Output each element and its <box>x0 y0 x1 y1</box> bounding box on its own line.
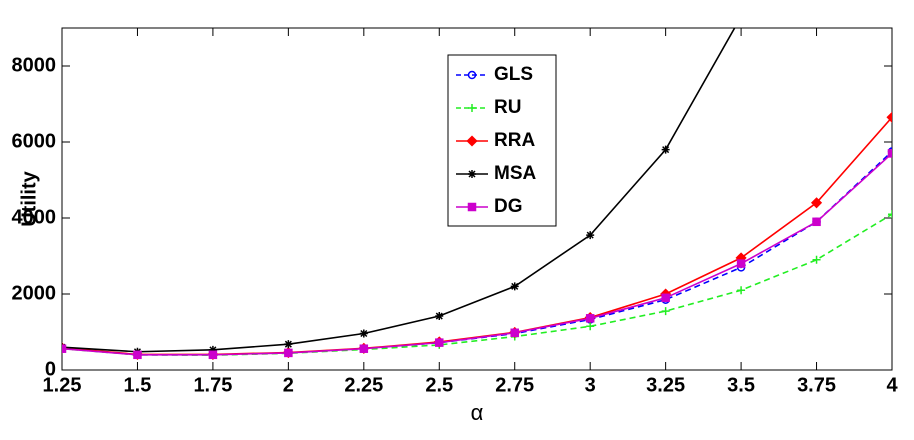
x-tick-label: 2.25 <box>344 374 383 396</box>
legend-marker <box>468 104 476 112</box>
data-point <box>359 329 368 338</box>
data-point <box>887 149 892 158</box>
legend-marker <box>468 170 476 178</box>
data-point <box>284 340 293 349</box>
data-point <box>435 338 444 347</box>
legend-marker <box>466 135 478 147</box>
x-tick-label: 2.5 <box>425 374 453 396</box>
y-tick-label: 4000 <box>12 206 57 228</box>
x-tick-label: 1.5 <box>124 374 152 396</box>
x-tick-label: 3.75 <box>797 374 836 396</box>
x-tick-label: 1.25 <box>43 374 82 396</box>
x-tick-label: 3.25 <box>646 374 685 396</box>
data-point <box>737 13 745 21</box>
y-axis-label: Utility <box>18 170 40 226</box>
legend-marker <box>467 202 477 212</box>
legend-label: RRA <box>494 130 535 151</box>
data-point <box>284 348 293 358</box>
series-line <box>62 152 892 356</box>
data-point <box>586 322 595 331</box>
y-tick-label: 2000 <box>12 282 57 304</box>
x-axis-label: α <box>471 400 484 425</box>
data-point <box>133 350 142 360</box>
legend-label: GLS <box>494 64 533 85</box>
data-point <box>510 282 519 291</box>
plot-area <box>62 13 892 360</box>
data-point <box>737 286 746 295</box>
data-point <box>886 111 892 123</box>
data-point <box>510 328 519 338</box>
legend-marker <box>467 70 477 80</box>
data-point <box>435 312 444 321</box>
y-tick-label: 8000 <box>12 54 57 76</box>
data-point <box>812 255 821 264</box>
data-point <box>888 210 892 219</box>
y-tick-label: 6000 <box>12 130 57 152</box>
data-point <box>359 344 369 353</box>
data-point <box>586 231 595 240</box>
data-point <box>812 217 821 227</box>
legend-label: DG <box>494 196 523 217</box>
x-tick-label: 1.75 <box>193 374 232 396</box>
data-point <box>208 345 217 354</box>
data-point <box>62 344 67 353</box>
x-tick-label: 4 <box>886 374 898 396</box>
plot-frame <box>61 27 893 371</box>
x-tick-label: 2.75 <box>495 374 534 396</box>
data-point <box>736 259 746 268</box>
series-line <box>62 213 892 356</box>
data-point <box>661 293 670 303</box>
x-tick-label: 3.5 <box>727 374 755 396</box>
data-point <box>208 350 218 360</box>
legend-label: RU <box>494 97 521 118</box>
data-point <box>661 307 670 316</box>
legend: GLS RU RRA MSA DG <box>447 54 557 227</box>
x-tick-label: 3 <box>585 374 596 396</box>
legend-label: MSA <box>494 163 537 184</box>
data-point <box>810 197 823 209</box>
y-tick-label: 0 <box>45 358 56 380</box>
data-point <box>585 314 595 323</box>
x-tick-label: 2 <box>283 374 294 396</box>
series-line <box>62 28 736 353</box>
data-point <box>661 145 670 154</box>
